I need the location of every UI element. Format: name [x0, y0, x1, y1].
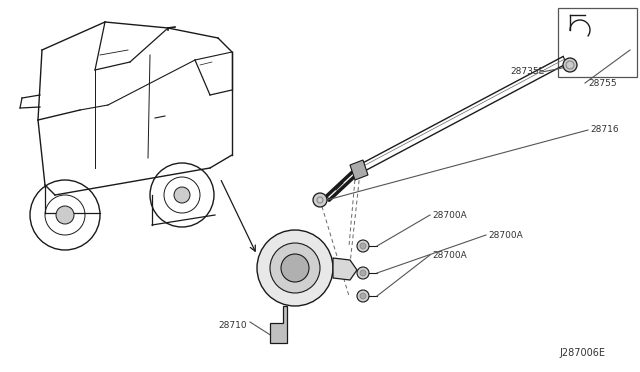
- Circle shape: [563, 58, 577, 72]
- Text: 28755: 28755: [588, 78, 616, 87]
- Circle shape: [257, 230, 333, 306]
- Circle shape: [270, 243, 320, 293]
- Text: J287006E: J287006E: [559, 348, 605, 358]
- Circle shape: [313, 193, 327, 207]
- Polygon shape: [270, 306, 287, 343]
- Text: 28735E: 28735E: [510, 67, 544, 77]
- Text: 28716: 28716: [590, 125, 619, 135]
- Circle shape: [357, 267, 369, 279]
- Circle shape: [357, 290, 369, 302]
- Circle shape: [357, 240, 369, 252]
- Text: 28710: 28710: [218, 321, 246, 330]
- Polygon shape: [350, 160, 368, 180]
- Text: 28700A: 28700A: [488, 231, 523, 240]
- Polygon shape: [333, 258, 357, 280]
- Circle shape: [360, 243, 366, 249]
- Circle shape: [281, 254, 309, 282]
- Circle shape: [360, 293, 366, 299]
- Text: 28700A: 28700A: [432, 211, 467, 219]
- Circle shape: [56, 206, 74, 224]
- Text: 28700A: 28700A: [432, 250, 467, 260]
- Circle shape: [360, 270, 366, 276]
- Circle shape: [174, 187, 190, 203]
